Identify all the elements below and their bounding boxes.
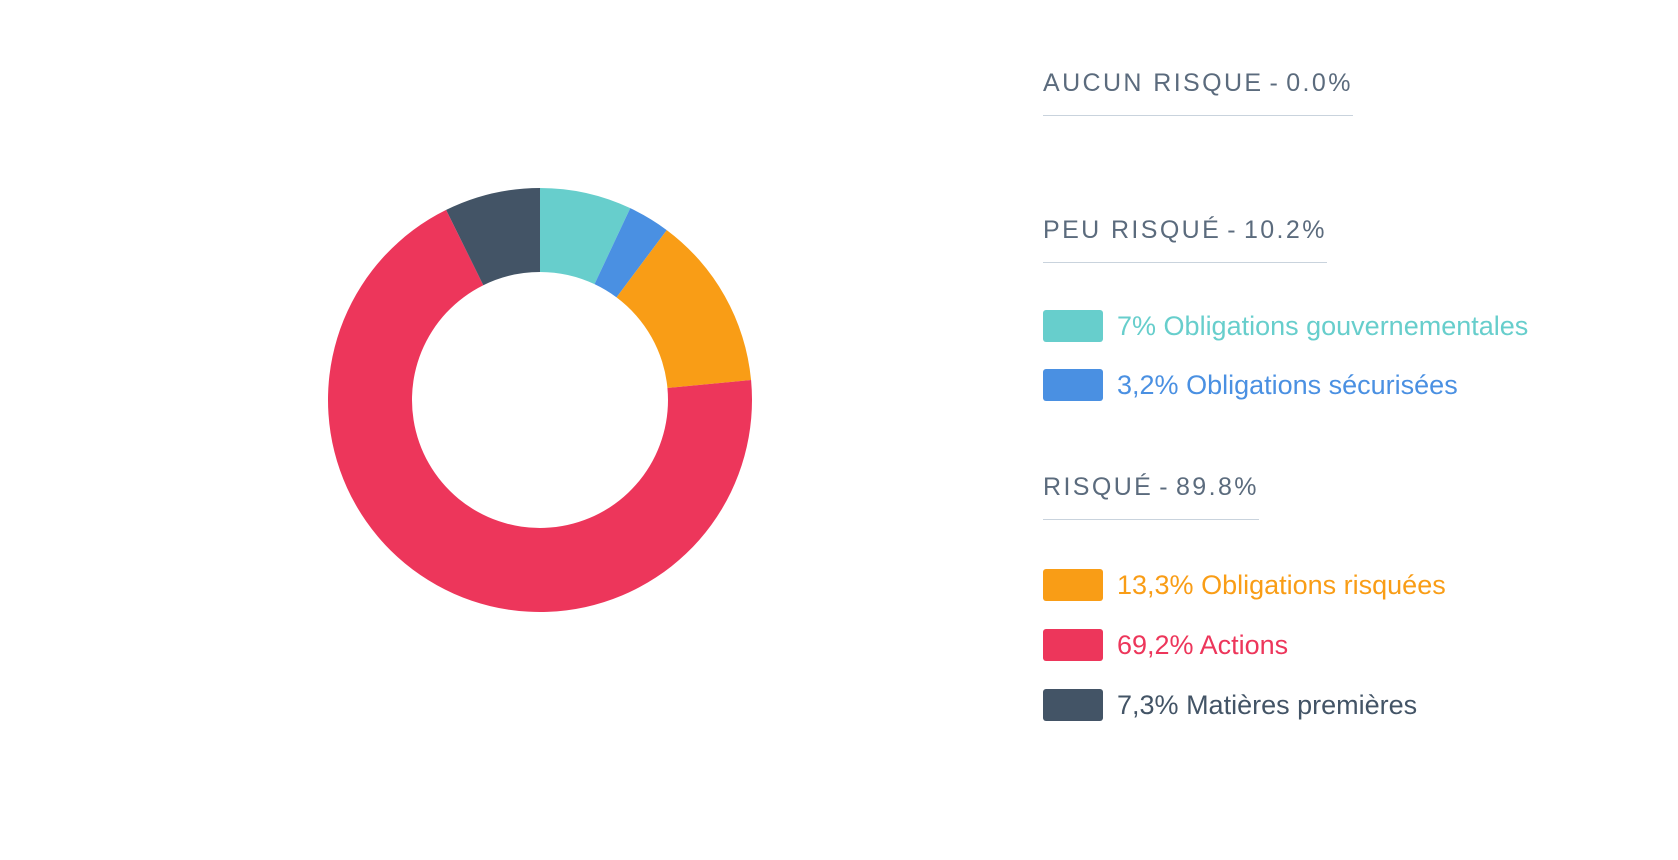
- legend: AUCUN RISQUE -0.0% PEU RISQUÉ -10.2% 7% Ob…: [1043, 0, 1663, 860]
- donut-slice-obligations-risquees: [616, 230, 752, 388]
- legend-swatch: [1043, 310, 1103, 342]
- legend-label: 7% Obligations gouvernementales: [1117, 311, 1528, 342]
- group-separator: -: [1159, 473, 1170, 501]
- legend-value: 7%: [1117, 310, 1157, 341]
- legend-item-obligations-securisees: 3,2% Obligations sécurisées: [1043, 368, 1458, 402]
- group-separator: -: [1227, 216, 1238, 244]
- legend-category: Matières premières: [1186, 689, 1418, 720]
- group-separator: -: [1269, 69, 1281, 97]
- legend-value: 3,2%: [1117, 369, 1179, 400]
- donut-chart: [300, 160, 780, 640]
- legend-group-peu-risque: PEU RISQUÉ -10.2%: [1043, 216, 1327, 263]
- legend-swatch: [1043, 369, 1103, 401]
- legend-item-matieres-premieres: 7,3% Matières premières: [1043, 688, 1417, 722]
- donut-slice-obligations-gouvernementales: [540, 188, 631, 285]
- legend-value: 13,3%: [1117, 569, 1194, 600]
- group-name: PEU RISQUÉ: [1043, 216, 1222, 244]
- group-total: 89.8%: [1175, 473, 1259, 501]
- legend-value: 7,3%: [1117, 689, 1179, 720]
- group-name: AUCUN RISQUE: [1043, 69, 1264, 97]
- legend-group-risque: RISQUÉ -89.8%: [1043, 473, 1259, 520]
- legend-category: Obligations risquées: [1201, 569, 1446, 600]
- donut-slice-actions: [328, 209, 752, 612]
- legend-item-actions: 69,2% Actions: [1043, 628, 1288, 662]
- group-heading: RISQUÉ -89.8%: [1043, 473, 1259, 520]
- legend-value: 69,2%: [1117, 629, 1194, 660]
- legend-swatch: [1043, 569, 1103, 601]
- group-heading: AUCUN RISQUE -0.0%: [1043, 69, 1353, 116]
- donut-slice-obligations-securisees: [594, 208, 667, 298]
- group-total: 0.0%: [1286, 69, 1353, 97]
- legend-item-obligations-risquees: 13,3% Obligations risquées: [1043, 568, 1446, 602]
- donut-slice-matieres-premieres: [446, 188, 540, 286]
- legend-label: 7,3% Matières premières: [1117, 690, 1417, 721]
- legend-swatch: [1043, 689, 1103, 721]
- group-heading: PEU RISQUÉ -10.2%: [1043, 216, 1327, 263]
- legend-label: 69,2% Actions: [1117, 630, 1288, 661]
- legend-category: Obligations sécurisées: [1186, 369, 1458, 400]
- legend-label: 3,2% Obligations sécurisées: [1117, 370, 1458, 401]
- legend-swatch: [1043, 629, 1103, 661]
- legend-item-obligations-gouvernementales: 7% Obligations gouvernementales: [1043, 309, 1528, 343]
- legend-category: Obligations gouvernementales: [1163, 310, 1529, 341]
- group-total: 10.2%: [1243, 216, 1327, 244]
- legend-label: 13,3% Obligations risquées: [1117, 570, 1446, 601]
- legend-group-aucun-risque: AUCUN RISQUE -0.0%: [1043, 69, 1353, 116]
- legend-category: Actions: [1199, 629, 1289, 660]
- group-name: RISQUÉ: [1043, 473, 1154, 501]
- donut-chart-svg: [328, 188, 752, 612]
